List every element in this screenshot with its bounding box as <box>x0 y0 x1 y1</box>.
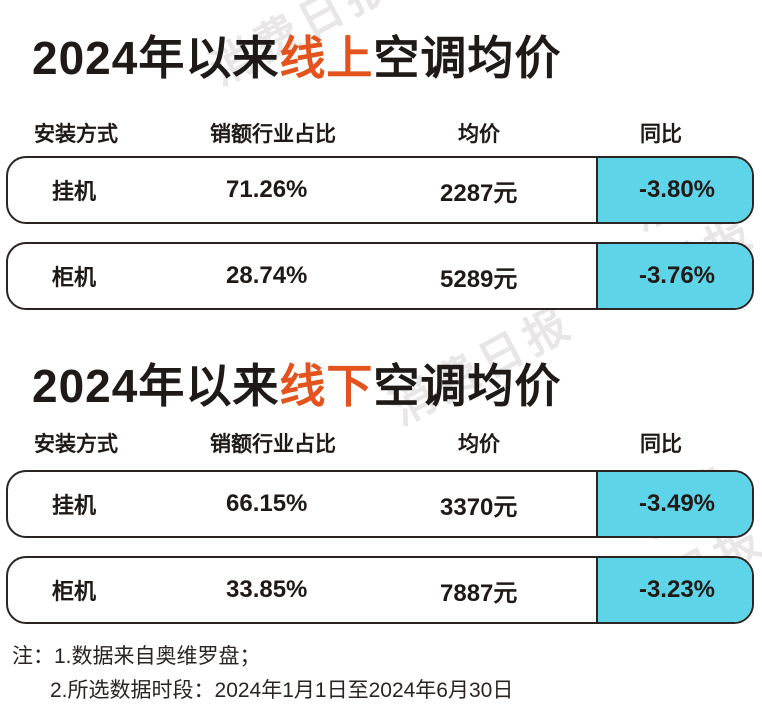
column-header-share: 销额行业占比 <box>210 123 336 146</box>
title-part: 空调均价 <box>373 360 562 412</box>
table-header: 安装方式 销额行业占比 均价 同比 <box>0 428 762 462</box>
cell-price: 5289元 <box>440 265 518 293</box>
column-header-type: 安装方式 <box>34 433 118 456</box>
period-note: 2.所选数据时段：2024年1月1日至2024年6月30日 <box>50 679 514 702</box>
table-row: 柜机 33.85% 7887元 -3.23% <box>6 556 754 624</box>
cell-share: 28.74% <box>226 262 308 289</box>
cell-share: 71.26% <box>226 176 308 203</box>
table-row: 柜机 28.74% 5289元 -3.76% <box>6 242 754 310</box>
cell-share: 66.15% <box>226 490 308 517</box>
column-header-price: 均价 <box>458 433 500 456</box>
cell-yoy: -3.76% <box>596 244 752 308</box>
table-title: 2024年以来线上空调均价 <box>32 22 561 88</box>
cell-type: 柜机 <box>52 579 97 604</box>
column-header-share: 销额行业占比 <box>210 433 336 456</box>
title-highlight: 线下 <box>279 360 374 412</box>
column-header-type: 安装方式 <box>34 123 118 146</box>
cell-type: 挂机 <box>52 493 97 518</box>
title-part: 空调均价 <box>373 32 562 84</box>
cell-yoy: -3.23% <box>596 558 752 622</box>
cell-price: 3370元 <box>440 493 518 521</box>
table-row: 挂机 71.26% 2287元 -3.80% <box>6 156 754 224</box>
title-highlight: 线上 <box>279 32 374 84</box>
cell-yoy: -3.49% <box>596 472 752 536</box>
column-header-yoy: 同比 <box>640 433 682 456</box>
cell-share: 33.85% <box>226 576 308 603</box>
title-part: 2024年以来 <box>32 32 280 84</box>
column-header-price: 均价 <box>458 123 500 146</box>
cell-type: 柜机 <box>52 265 97 290</box>
column-header-yoy: 同比 <box>640 123 682 146</box>
title-part: 2024年以来 <box>32 360 280 412</box>
cell-price: 7887元 <box>440 579 518 607</box>
table-header: 安装方式 销额行业占比 均价 同比 <box>0 118 762 152</box>
cell-price: 2287元 <box>440 179 518 207</box>
cell-yoy: -3.80% <box>596 158 752 222</box>
cell-type: 挂机 <box>52 179 97 204</box>
source-note: 注：1.数据来自奥维罗盘； <box>12 645 261 668</box>
table-title: 2024年以来线下空调均价 <box>32 350 561 416</box>
table-row: 挂机 66.15% 3370元 -3.49% <box>6 470 754 538</box>
